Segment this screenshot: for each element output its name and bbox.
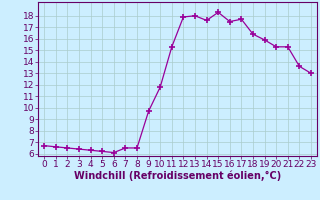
X-axis label: Windchill (Refroidissement éolien,°C): Windchill (Refroidissement éolien,°C) xyxy=(74,171,281,181)
